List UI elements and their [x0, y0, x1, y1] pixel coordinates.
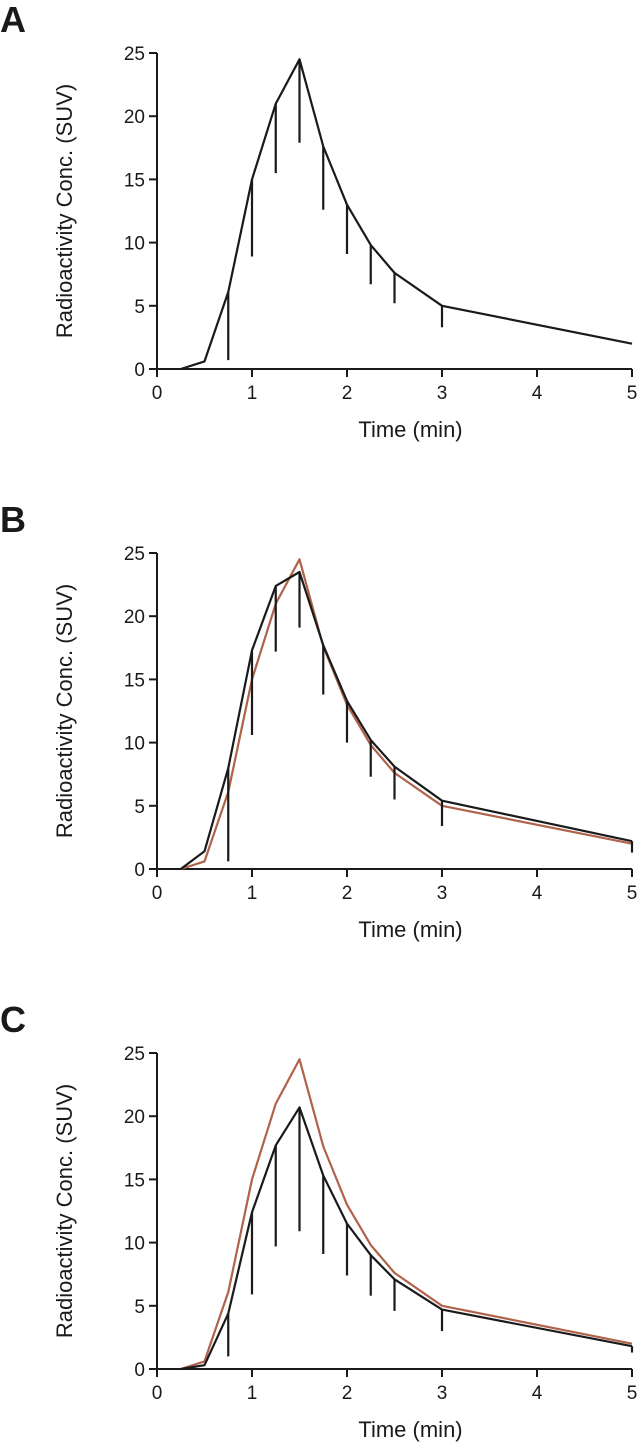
chart-panel-a: A 0 5 10 15 20 25 0 1 2 3 4 5 Time (min) Radioactivity…	[0, 0, 637, 442]
series-1	[180, 1058, 633, 1371]
x-tick-label: 0	[152, 1383, 163, 1404]
panel-letter: C	[0, 999, 26, 1040]
y-tick-label: 25	[124, 44, 145, 65]
series-2	[180, 1106, 634, 1371]
x-tick-label: 5	[627, 883, 638, 904]
y-tick-label: 15	[124, 170, 145, 191]
x-tick-label: 2	[342, 383, 353, 404]
y-tick-label: 5	[134, 297, 145, 318]
series-line	[180, 58, 633, 371]
x-tick-label: 5	[627, 1383, 638, 1404]
x-axis-title: Time (min)	[358, 417, 462, 442]
y-tick-label: 0	[134, 860, 145, 881]
y-axis-title: Radioactivity Conc. (SUV)	[52, 84, 77, 338]
x-axis-title: Time (min)	[358, 917, 462, 942]
x-tick-label: 4	[532, 1383, 543, 1404]
y-tick-label: 15	[124, 1170, 145, 1191]
y-tick-label: 20	[124, 1107, 145, 1128]
x-tick-label: 5	[627, 383, 638, 404]
x-tick-label: 0	[152, 383, 163, 404]
x-axis-title: Time (min)	[358, 1417, 462, 1442]
y-axis-title: Radioactivity Conc. (SUV)	[52, 584, 77, 838]
series-1	[180, 58, 633, 371]
x-tick-label: 4	[532, 883, 543, 904]
x-tick-label: 2	[342, 1383, 353, 1404]
chart-panel-b: B 0 5 10 15 20 25 0 1 2 3 4 5 Time (min) Radioactivity…	[0, 499, 637, 942]
series-line	[180, 1058, 633, 1371]
series-1	[180, 558, 633, 871]
x-tick-label: 3	[437, 1383, 448, 1404]
y-tick-label: 10	[124, 234, 145, 255]
y-tick-label: 25	[124, 544, 145, 565]
x-tick-label: 2	[342, 883, 353, 904]
y-tick-label: 0	[134, 360, 145, 381]
y-axis-title: Radioactivity Conc. (SUV)	[52, 1084, 77, 1338]
x-tick-label: 1	[247, 883, 258, 904]
y-tick-label: 0	[134, 1360, 145, 1381]
y-tick-label: 10	[124, 1234, 145, 1255]
y-tick-label: 10	[124, 734, 145, 755]
x-tick-label: 3	[437, 383, 448, 404]
x-tick-label: 3	[437, 883, 448, 904]
y-tick-label: 20	[124, 107, 145, 128]
panel-letter: B	[0, 499, 26, 540]
y-tick-label: 20	[124, 607, 145, 628]
x-tick-label: 1	[247, 383, 258, 404]
series-line	[180, 570, 633, 870]
y-tick-label: 25	[124, 1044, 145, 1065]
x-tick-label: 1	[247, 1383, 258, 1404]
x-tick-label: 4	[532, 383, 543, 404]
series-line	[180, 1106, 633, 1371]
chart-panel-c: C 0 5 10 15 20 25 0 1 2 3 4 5 Time (min) Radioactivity…	[0, 999, 637, 1442]
y-tick-label: 5	[134, 1297, 145, 1318]
panel-letter: A	[0, 0, 26, 40]
series-line	[180, 558, 633, 871]
y-tick-label: 5	[134, 797, 145, 818]
series-2	[180, 570, 634, 870]
y-tick-label: 15	[124, 670, 145, 691]
x-tick-label: 0	[152, 883, 163, 904]
